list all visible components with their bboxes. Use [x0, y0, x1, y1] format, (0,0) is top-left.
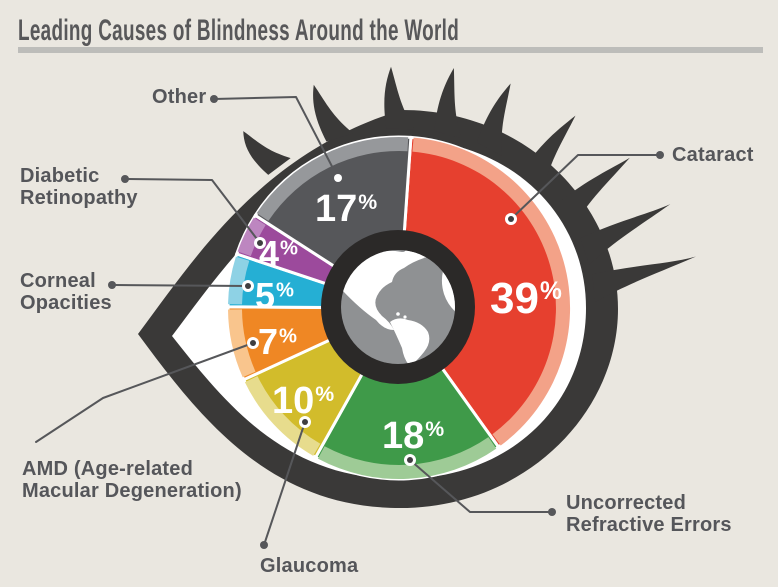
pie-slice-rim-glaucoma: [244, 376, 321, 456]
leader-dot: [334, 174, 342, 182]
callout-label: Refractive Errors: [566, 514, 732, 536]
eyelash: [384, 66, 415, 130]
callout-other: Other: [152, 86, 342, 182]
eyelash: [243, 131, 291, 175]
pie-slice-rim-corneal-opacities: [228, 256, 250, 305]
slice-value-label-amd-age-related-macular-degeneration: 7%: [258, 321, 297, 362]
leader-line: [409, 459, 551, 513]
slice-value-labels: 39%18%10%7%5%4%17%: [255, 188, 562, 457]
eyelash: [592, 256, 696, 303]
leader-dot-center: [257, 240, 263, 246]
slice-value-label-cataract: 39%: [490, 274, 562, 323]
eyelashes: [243, 66, 696, 303]
globe-icon: [341, 250, 455, 364]
leader-end-dot: [121, 175, 129, 183]
callout-label: Corneal: [20, 270, 96, 292]
pie-slice-rim-diabetic-retinopathy: [237, 217, 266, 257]
eye-graphic: 39%18%10%7%5%4%17%: [138, 66, 696, 508]
eyelash: [558, 157, 630, 227]
callout-amd: AMD (Age-related Macular Degeneration): [22, 337, 259, 502]
slice-value-label-other: 17%: [315, 188, 377, 230]
eyelash: [580, 204, 671, 265]
callout-uncorrected-refractive-errors: Uncorrected Refractive Errors: [404, 454, 732, 536]
callout-label: Diabetic: [20, 165, 99, 187]
eyelash: [313, 84, 354, 142]
title-underline: [18, 47, 763, 53]
eyelash: [523, 115, 576, 188]
callouts: Cataract Other Diabetic Retinopathy Corn…: [20, 86, 754, 577]
leader-line: [35, 342, 254, 443]
leader-line: [127, 178, 261, 244]
title-block: Leading Causes of Blindness Around the W…: [18, 14, 763, 53]
callout-label: Other: [152, 86, 206, 108]
leader-line: [510, 154, 661, 220]
leader-dot-center: [407, 457, 413, 463]
eyelash: [476, 83, 511, 156]
callout-cataract: Cataract: [505, 144, 754, 225]
callout-label: Retinopathy: [20, 187, 138, 209]
pie-slice-rim-amd-age-related-macular-degeneration: [228, 309, 256, 378]
leader-end-dot: [548, 508, 556, 516]
callout-label: Macular Degeneration): [22, 480, 242, 502]
leader-dot-center: [508, 216, 514, 222]
leader-dot-center: [250, 340, 256, 346]
leader-dot-center: [302, 419, 308, 425]
callout-label: AMD (Age-related: [22, 458, 193, 480]
page-title: Leading Causes of Blindness Around the W…: [18, 14, 459, 48]
leader-line: [263, 421, 306, 546]
leader-end-dot: [656, 151, 664, 159]
leader-line: [213, 96, 339, 179]
pie-slice-rim-uncorrected-refractive-errors: [317, 437, 497, 480]
callout-label: Glaucoma: [260, 555, 359, 577]
callout-label: Cataract: [672, 144, 754, 166]
callout-label: Opacities: [20, 292, 112, 314]
callout-glaucoma: Glaucoma: [260, 416, 359, 577]
slice-value-label-uncorrected-refractive-errors: 18%: [382, 415, 444, 457]
callout-corneal-opacities: Corneal Opacities: [20, 270, 254, 314]
callout-diabetic-retinopathy: Diabetic Retinopathy: [20, 165, 266, 249]
eyelash: [434, 67, 462, 139]
leader-end-dot: [108, 281, 116, 289]
slice-value-label-glaucoma: 10%: [272, 380, 334, 422]
leader-end-dot: [210, 95, 218, 103]
leader-line: [114, 284, 249, 287]
slice-value-label-corneal-opacities: 5%: [255, 275, 294, 316]
callout-label: Uncorrected: [566, 492, 686, 514]
pie-slice-rim-other: [256, 137, 409, 221]
pie-slice-rim-cataract: [412, 137, 571, 446]
leader-dot-center: [245, 283, 251, 289]
leader-end-dot: [260, 541, 268, 549]
